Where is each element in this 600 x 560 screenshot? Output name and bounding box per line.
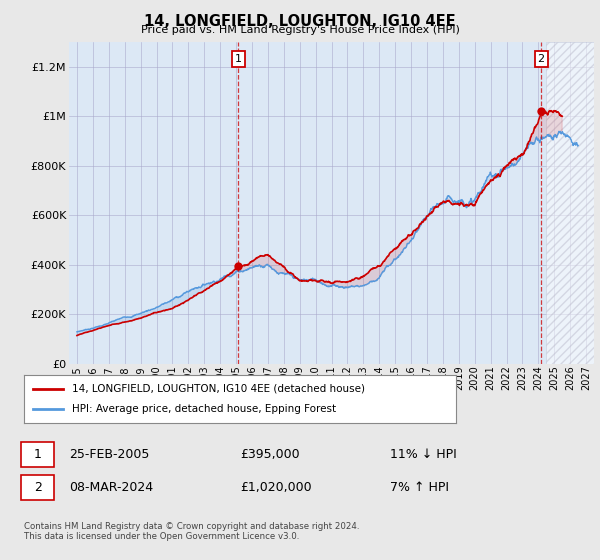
Text: 08-MAR-2024: 08-MAR-2024 (69, 480, 153, 494)
Text: 11% ↓ HPI: 11% ↓ HPI (390, 448, 457, 461)
Text: 7% ↑ HPI: 7% ↑ HPI (390, 480, 449, 494)
Bar (546, 42, 600, 364)
Text: 25-FEB-2005: 25-FEB-2005 (69, 448, 149, 461)
Text: £1,020,000: £1,020,000 (240, 480, 311, 494)
Text: 1: 1 (235, 54, 242, 64)
Text: 14, LONGFIELD, LOUGHTON, IG10 4EE: 14, LONGFIELD, LOUGHTON, IG10 4EE (144, 14, 456, 29)
Text: HPI: Average price, detached house, Epping Forest: HPI: Average price, detached house, Eppi… (71, 404, 335, 414)
Text: 1: 1 (34, 448, 42, 461)
Text: 14, LONGFIELD, LOUGHTON, IG10 4EE (detached house): 14, LONGFIELD, LOUGHTON, IG10 4EE (detac… (71, 384, 365, 394)
Text: Contains HM Land Registry data © Crown copyright and database right 2024.
This d: Contains HM Land Registry data © Crown c… (24, 522, 359, 542)
Text: 2: 2 (538, 54, 545, 64)
Text: Price paid vs. HM Land Registry's House Price Index (HPI): Price paid vs. HM Land Registry's House … (140, 25, 460, 35)
Text: £395,000: £395,000 (240, 448, 299, 461)
Text: 2: 2 (34, 480, 42, 494)
